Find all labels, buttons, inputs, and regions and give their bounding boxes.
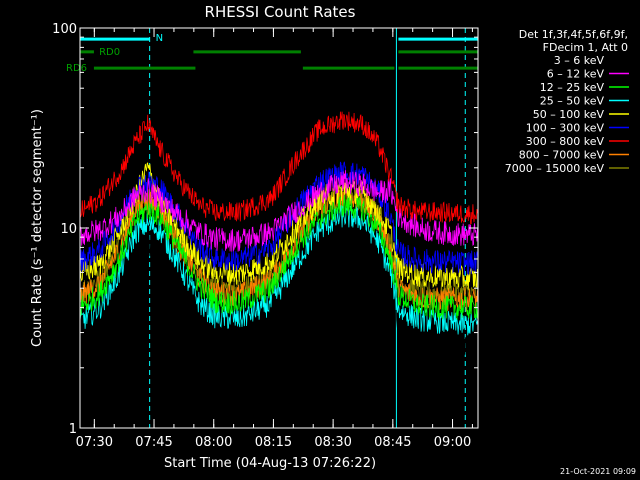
x-tick-label-3: 08:15 <box>255 435 292 450</box>
legend-label-4: 50 – 100 keV <box>533 108 605 121</box>
plot-area: N RD0 RD6 1 10 100 07:30 07:45 08:00 08:15 08:30 08… <box>52 22 479 450</box>
series-line-3 <box>79 204 479 336</box>
y-axis-label: Count Rate (s⁻¹ detector segment⁻¹) <box>30 109 45 347</box>
legend-label-0: 3 – 6 keV <box>554 54 605 67</box>
y-tick-label-2: 100 <box>52 22 77 37</box>
legend-header-line-2: FDecim 1, Att 0 <box>543 41 628 54</box>
annotation-label-n: N <box>156 33 163 44</box>
y-tick-label-0: 1 <box>69 422 77 437</box>
series-line-1 <box>79 170 479 252</box>
x-tick-label-5: 08:45 <box>374 435 411 450</box>
footer-date: 21-Oct-2021 09:09 <box>560 467 636 476</box>
legend-label-2: 12 – 25 keV <box>540 81 605 94</box>
x-tick-label-4: 08:30 <box>314 435 351 450</box>
legend: Det 1f,3f,4f,5f,6f,9f, FDecim 1, Att 0 3… <box>505 28 629 175</box>
x-tick-label-0: 07:30 <box>76 435 113 450</box>
x-axis-label: Start Time (04-Aug-13 07:26:22) <box>164 456 376 471</box>
legend-label-5: 100 – 300 keV <box>526 122 605 135</box>
x-tick-label-6: 09:00 <box>434 435 471 450</box>
legend-label-6: 300 – 800 keV <box>526 135 605 148</box>
x-tick-label-1: 07:45 <box>135 435 172 450</box>
chart-title: RHESSI Count Rates <box>205 3 356 21</box>
legend-label-3: 25 – 50 keV <box>540 95 605 108</box>
annotation-label-rd0: RD0 <box>99 47 120 58</box>
legend-label-8: 7000 – 15000 keV <box>505 162 605 175</box>
legend-header-line-1: Det 1f,3f,4f,5f,6f,9f, <box>519 28 628 41</box>
x-tick-label-2: 08:00 <box>195 435 232 450</box>
series-line-6 <box>79 111 479 225</box>
series-line-2 <box>79 194 479 320</box>
legend-label-1: 6 – 12 keV <box>547 68 605 81</box>
annotation-label-rd6: RD6 <box>66 63 87 74</box>
y-tick-label-1: 10 <box>60 222 77 237</box>
legend-label-7: 800 – 7000 keV <box>519 149 605 162</box>
series-line-4 <box>79 162 479 291</box>
series-line-5 <box>79 161 479 276</box>
